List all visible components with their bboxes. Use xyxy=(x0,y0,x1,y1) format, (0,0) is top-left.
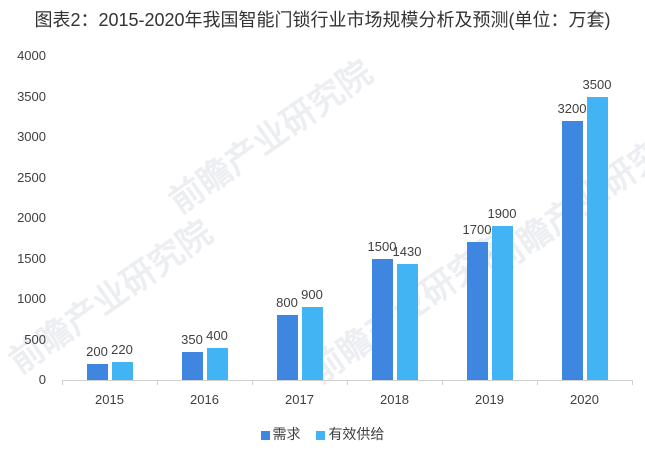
bar-demand xyxy=(466,242,488,380)
bar-supply xyxy=(491,226,513,380)
chart-title: 图表2：2015-2020年我国智能门锁行业市场规模分析及预测(单位：万套) xyxy=(34,10,611,30)
data-label: 900 xyxy=(301,287,323,303)
data-label: 1500 xyxy=(367,238,397,254)
bar-supply xyxy=(586,96,608,380)
y-tick-label: 2500 xyxy=(17,169,46,185)
x-tick-label: 2019 xyxy=(475,392,504,407)
bar-demand xyxy=(276,315,298,380)
bar-demand xyxy=(181,351,203,380)
bar-supply xyxy=(396,264,418,380)
x-tick-mark xyxy=(442,380,443,385)
data-label: 800 xyxy=(276,295,298,311)
x-tick-label: 2020 xyxy=(570,392,599,407)
bar-supply xyxy=(301,307,323,380)
bar-supply xyxy=(111,362,133,380)
legend-label: 需求 xyxy=(272,426,301,442)
x-tick-mark xyxy=(157,380,158,385)
bar-supply xyxy=(206,347,228,380)
legend-item-supply: 有效供给 xyxy=(316,424,384,444)
bar-demand xyxy=(86,363,108,380)
watermark: 前瞻产业研究院 xyxy=(162,53,380,222)
y-tick-label: 3000 xyxy=(17,129,46,144)
y-tick-label: 1500 xyxy=(17,250,46,266)
y-tick-label: 0 xyxy=(38,372,46,387)
y-tick-label: 3500 xyxy=(17,88,46,104)
data-label: 3500 xyxy=(582,76,612,92)
x-tick-mark xyxy=(252,380,253,385)
legend-swatch-supply xyxy=(316,430,326,440)
data-label: 1900 xyxy=(487,206,517,222)
data-label: 1430 xyxy=(392,244,422,260)
x-tick-mark xyxy=(347,380,348,385)
x-tick-mark xyxy=(62,380,63,385)
legend-item-demand: 需求 xyxy=(260,424,301,444)
bar-demand xyxy=(371,258,393,380)
x-tick-mark xyxy=(537,380,538,385)
data-label: 200 xyxy=(86,343,108,359)
legend-label: 有效供给 xyxy=(328,426,385,442)
data-label: 1700 xyxy=(462,222,492,238)
data-label: 400 xyxy=(206,327,228,343)
x-tick-label: 2015 xyxy=(95,392,124,407)
legend-swatch-demand xyxy=(260,430,270,440)
x-tick-label: 2017 xyxy=(285,392,314,407)
x-tick-label: 2018 xyxy=(380,392,409,407)
y-tick-label: 2000 xyxy=(17,210,46,225)
y-tick-label: 4000 xyxy=(17,48,46,63)
bar-demand xyxy=(561,120,583,380)
legend: 需求 有效供给 xyxy=(0,424,645,444)
data-label: 350 xyxy=(181,331,203,347)
data-label: 3200 xyxy=(557,100,587,116)
x-tick-label: 2016 xyxy=(190,392,219,407)
y-tick-label: 1000 xyxy=(17,291,46,306)
x-tick-mark xyxy=(632,380,633,385)
y-tick-label: 500 xyxy=(24,331,46,347)
data-label: 220 xyxy=(111,342,133,358)
